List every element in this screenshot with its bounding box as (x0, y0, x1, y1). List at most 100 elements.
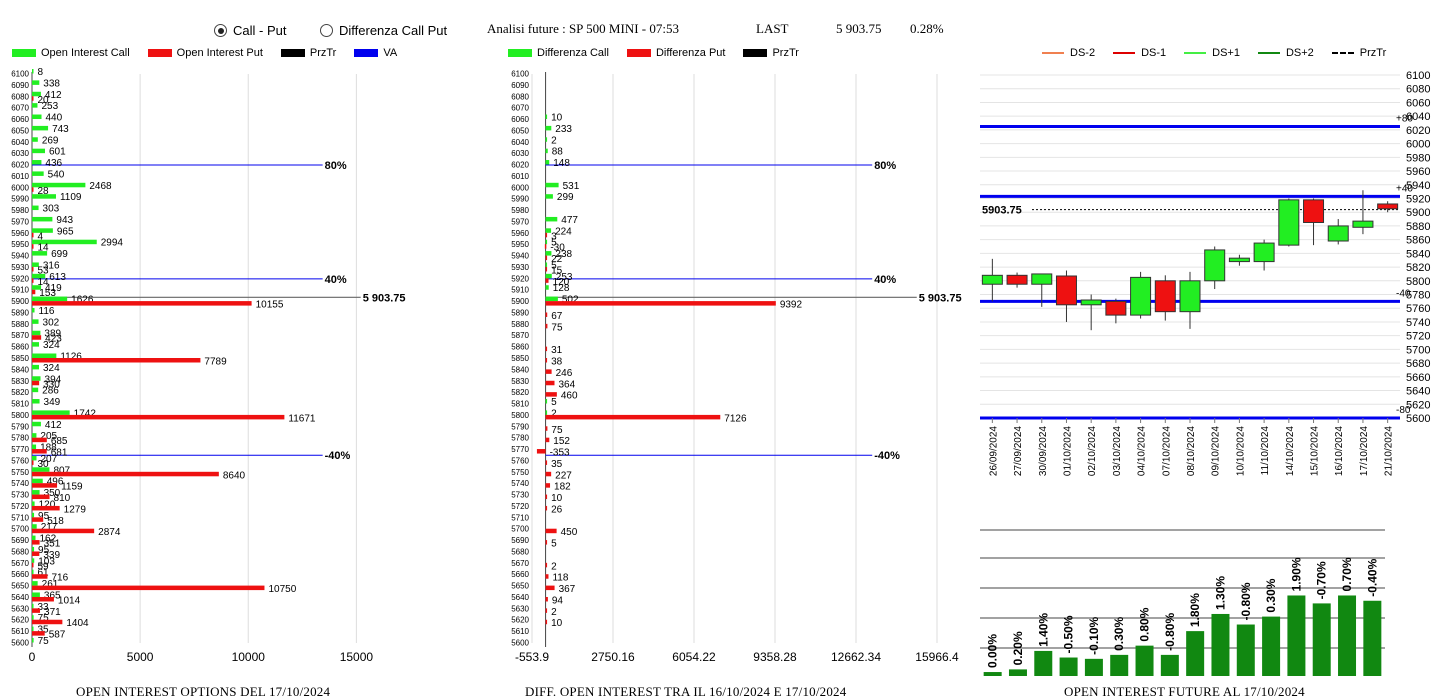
oi-put-bar (32, 244, 34, 249)
candle-ytick-label: 5860 (1406, 235, 1430, 247)
oi-strike-label: 5930 (11, 263, 29, 272)
diff-put-value-label: 9392 (780, 300, 803, 311)
oi-call-value-label: 965 (57, 226, 74, 237)
oi-call-value-label: 303 (43, 204, 60, 215)
diff-put-value-label: 75 (551, 322, 563, 333)
diff-put-bar (545, 369, 552, 374)
diff-strike-label: 5700 (511, 525, 529, 534)
diff-call-value-label: 5 (551, 397, 557, 408)
oi-strike-label: 5660 (11, 570, 29, 579)
legend-item-ds-2: DS-2 (1042, 47, 1095, 59)
oi-change-bar (1262, 616, 1281, 676)
candle-date-label: 07/10/2024 (1161, 426, 1172, 476)
candle-body (1154, 280, 1176, 313)
diff-strike-label: 6080 (511, 92, 529, 101)
oi-call-value-label: 389 (44, 329, 61, 340)
oi-call-bar (32, 353, 57, 358)
diff-strike-label: 6000 (511, 183, 529, 192)
oi-put-value-label: 1159 (61, 482, 83, 493)
diff-strike-label: 5980 (511, 206, 529, 215)
diff-put-value-label: 367 (559, 584, 576, 595)
radio-diff-label: Differenza Call Put (339, 23, 448, 38)
oi-call-value-label: 61 (38, 568, 50, 579)
oi-strike-label: 5940 (11, 252, 29, 261)
oi-change-bar (1338, 595, 1357, 676)
radio-diff-call-put[interactable]: Differenza Call Put (320, 23, 447, 38)
candle-ytick-label: 5880 (1406, 221, 1430, 233)
oi-call-value-label: 324 (43, 340, 60, 351)
oi-strike-label: 5750 (11, 468, 29, 477)
oi-strike-label: 5870 (11, 331, 29, 340)
oi-call-bar (32, 421, 41, 427)
oi-change-label: 0.30% (1112, 617, 1126, 651)
oi-strike-label: 5860 (11, 343, 29, 352)
oi-change-bar (1211, 613, 1230, 676)
oi-call-bar (32, 501, 35, 506)
diff-strike-label: 5730 (511, 491, 529, 500)
candle-date-label: 01/10/2024 (1062, 426, 1073, 476)
diff-put-value-label: 7126 (724, 413, 747, 424)
diff-put-bar (545, 255, 548, 261)
diff-strike-label: 5910 (511, 286, 529, 295)
diff-call-bar (545, 194, 553, 199)
oi-strike-label: 5720 (11, 502, 29, 511)
ds+2-line-icon (1257, 52, 1280, 54)
oi-call-bar (32, 467, 50, 472)
diff-strike-label: 5640 (511, 593, 529, 602)
oi-call-bar (32, 319, 39, 324)
candle-date-label: 02/10/2024 (1087, 426, 1098, 476)
oi-put-bar (32, 449, 47, 454)
oi-put-bar (32, 187, 34, 192)
radio-call-put[interactable]: Call - Put (214, 23, 286, 38)
oi-put-bar (32, 335, 42, 340)
candle-body (1228, 257, 1250, 263)
oi-xtick-label: 10000 (232, 650, 266, 664)
oi-call-bar (32, 330, 41, 336)
oi-call-value-label: 120 (39, 499, 56, 510)
diff-put-bar (545, 232, 548, 238)
oi-put-bar (32, 631, 45, 636)
candle-ytick-label: 5960 (1406, 166, 1430, 178)
caption-oi: OPEN INTEREST OPTIONS DEL 17/10/2024 (76, 684, 331, 699)
oi-put-value-label: 587 (49, 630, 66, 641)
oi-call-value-label: 1126 (60, 352, 82, 363)
diff-strike-label: 5840 (511, 365, 529, 374)
diff-put-bar (545, 494, 548, 500)
diff-put-value-label: 460 (561, 391, 578, 402)
oi-change-bar (1160, 654, 1179, 676)
candle-ytick-label: 6060 (1406, 97, 1430, 109)
diff-strike-label: 5670 (511, 559, 529, 568)
prztr-dash-icon (1331, 52, 1354, 54)
oi-strike-label: 5740 (11, 479, 29, 488)
diff-put-bar (545, 380, 555, 386)
oi-strike-label: 5600 (11, 639, 29, 648)
diff-strike-label: 5960 (511, 229, 529, 238)
oi-put-value-label: 8640 (223, 470, 246, 481)
oi-call-value-label: 316 (43, 260, 60, 271)
oi-put-value-label: 28 (38, 186, 50, 197)
oi-put-bar (32, 266, 34, 272)
diff-call-value-label: 148 (553, 158, 570, 169)
oi-call-bar (32, 490, 40, 495)
diff-put-value-label: 2 (551, 561, 557, 572)
candle-ytick-label: 5900 (1406, 207, 1430, 219)
diff-put-bar (545, 392, 557, 397)
diff-put-value-label: -353 (550, 448, 570, 459)
oi-change-bar (1236, 624, 1255, 676)
oi-call-bar (32, 91, 41, 97)
oi-strike-label: 6020 (11, 161, 29, 170)
oi-strike-label: 6010 (11, 172, 29, 181)
oi-put-value-label: 330 (43, 379, 60, 390)
ds-1-line-icon (1113, 52, 1136, 54)
oi-strike-label: 6000 (11, 183, 29, 192)
oi-call-bar (32, 410, 70, 415)
diff-call-bar (545, 296, 558, 302)
oi-call-bar (32, 558, 35, 563)
oi-call-bar (32, 137, 38, 142)
oi-change-label: -0.80% (1239, 582, 1253, 620)
diff-strike-label: 6050 (511, 126, 529, 135)
oi-put-value-label: 59 (38, 561, 50, 572)
diff-strike-label: 5790 (511, 422, 529, 431)
oi-strike-label: 5730 (11, 491, 29, 500)
oi-call-value-label: 365 (44, 590, 61, 601)
